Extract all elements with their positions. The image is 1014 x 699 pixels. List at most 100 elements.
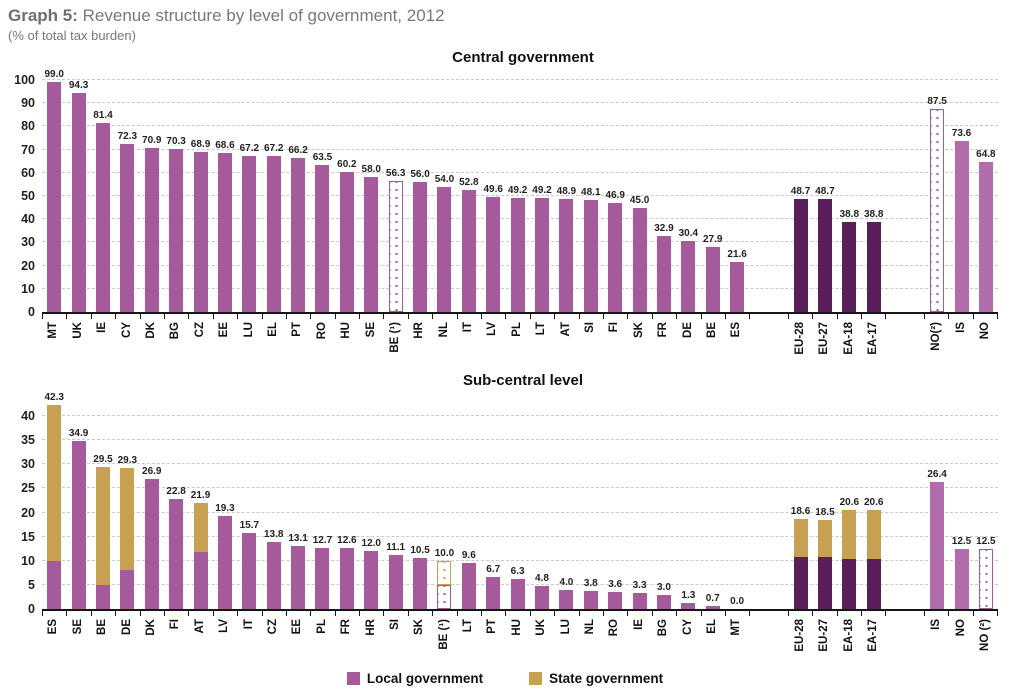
x-label-slot: EA-17 xyxy=(862,619,886,665)
local-segment xyxy=(978,548,993,609)
x-axis-label-LT: LT xyxy=(462,619,475,633)
gridline xyxy=(42,487,998,489)
bar-value-label: 38.8 xyxy=(863,208,884,220)
x-label-slot: EA-18 xyxy=(837,322,861,368)
axis-tick xyxy=(287,313,312,319)
graph-number-label: Graph 5: xyxy=(8,6,78,25)
bar-slot-UK: 4.8 xyxy=(530,416,554,609)
axis-ticks xyxy=(42,610,998,616)
bar-ES xyxy=(730,261,745,312)
bar-slot-LV: 49.6 xyxy=(481,80,505,312)
x-label-slot: FI xyxy=(164,619,188,665)
bar-value-label: 99.0 xyxy=(44,69,64,81)
y-axis-tick-label: 5 xyxy=(28,577,35,592)
bar-value-label: 87.5 xyxy=(927,96,947,107)
state-segment xyxy=(437,560,452,586)
bar-slot-FI: 22.8 xyxy=(164,416,188,609)
y-axis-tick-label: 15 xyxy=(21,529,35,544)
x-axis-label-EA-17: EA-17 xyxy=(866,322,879,355)
bar-value-label: 46.9 xyxy=(605,190,625,202)
bar-value-label: 26.9 xyxy=(142,466,162,478)
axis-tick xyxy=(789,610,814,616)
y-axis-tick-label: 30 xyxy=(21,235,35,250)
x-axis-label-LT: LT xyxy=(535,322,548,336)
x-axis-label-NO: NO xyxy=(979,322,992,340)
bar-LU xyxy=(559,589,574,609)
gridline xyxy=(42,79,998,80)
local-segment xyxy=(437,585,452,609)
bar-slot-LU: 67.2 xyxy=(237,80,261,312)
axis-tick xyxy=(925,610,950,616)
bar-NO xyxy=(978,161,993,312)
bar-ES xyxy=(47,404,62,609)
local-segment xyxy=(217,515,232,609)
bar-value-label: 67.2 xyxy=(263,143,284,155)
x-axis-label-NO(²): NO(²) xyxy=(930,322,943,351)
y-axis-tick-label: 20 xyxy=(21,505,35,520)
x-axis-label-HR: HR xyxy=(413,322,426,339)
x-axis-labels: ES SE BE DE DK FI AT LV IT CZ EE PL FR HR SI SK BE (¹) LT… xyxy=(42,619,998,665)
x-axis-label-EL: EL xyxy=(266,322,279,337)
bar-slot-DK: 26.9 xyxy=(140,416,164,609)
x-label-slot: CY xyxy=(115,322,139,368)
bar-IS xyxy=(954,141,969,312)
state-segment xyxy=(842,509,857,559)
x-axis-label-UK: UK xyxy=(535,619,548,636)
local-segment xyxy=(486,576,501,609)
x-axis-label-IS: IS xyxy=(954,322,967,333)
bar-slot-EA-18: 38.8 xyxy=(837,80,861,312)
x-axis-label-SK: SK xyxy=(632,322,645,338)
axis-tick xyxy=(628,313,653,319)
x-axis-label-IE: IE xyxy=(96,322,109,333)
bar-value-label: 21.9 xyxy=(190,490,211,502)
bar-IS xyxy=(930,481,945,609)
bar-BG xyxy=(169,148,184,312)
bar-value-label: 18.5 xyxy=(815,506,835,518)
axis-tick xyxy=(287,610,312,616)
bar-value-label: 70.3 xyxy=(166,135,186,147)
bar-value-label: 20.6 xyxy=(863,496,884,508)
gridline xyxy=(42,463,998,465)
x-label-slot: EU-28 xyxy=(788,322,812,368)
bar-EU-28 xyxy=(793,199,808,312)
x-axis-label-CZ: CZ xyxy=(266,619,279,635)
bar-slot-CZ: 13.8 xyxy=(262,416,286,609)
bar-slot-DE: 29.3 xyxy=(115,416,139,609)
bar-PL xyxy=(510,197,525,312)
x-axis-labels: MT UK IE CY DK BG CZ EE LU EL PT RO HU SE BE (¹) HR NL IT… xyxy=(42,322,998,368)
gridline xyxy=(42,511,998,513)
axis-tick xyxy=(214,610,239,616)
axis-tick xyxy=(458,610,483,616)
x-axis-label-AT: AT xyxy=(193,619,206,634)
x-axis-label-MT: MT xyxy=(730,619,743,636)
bar-slot-EA-17: 20.6 xyxy=(862,416,886,609)
bar-UK xyxy=(71,93,86,312)
bar-NO xyxy=(954,548,969,609)
x-axis-label-LU: LU xyxy=(242,322,255,338)
bar-value-label: 48.7 xyxy=(790,186,811,198)
x-axis-label-PT: PT xyxy=(291,322,304,337)
x-label-slot: ES xyxy=(42,619,66,665)
plot-column: 42.3 34.9 29.5 29.3 26.9 22.8 21.9 19.3 15.7 13.8… xyxy=(42,389,1002,665)
bar-value-label: 48.9 xyxy=(556,185,577,197)
bar-slot-SE: 34.9 xyxy=(66,416,90,609)
x-label-slot: RO xyxy=(603,619,627,665)
y-axis-tick-label: 10 xyxy=(21,281,35,296)
axis-tick xyxy=(555,313,580,319)
legend-label-state: State government xyxy=(549,671,664,686)
bar-MT xyxy=(47,82,62,312)
gridline xyxy=(42,171,998,173)
axis-tick xyxy=(116,610,141,616)
axis-tick xyxy=(628,610,653,616)
y-axis-tick-label: 20 xyxy=(21,258,35,273)
bar-value-label: 12.0 xyxy=(361,538,381,550)
gridline xyxy=(42,535,998,537)
bar-slot-SE: 58.0 xyxy=(359,80,383,312)
bar-value-label: 21.6 xyxy=(727,248,747,260)
axis-tick xyxy=(92,313,117,319)
axis-tick xyxy=(862,610,887,616)
y-axis-tick-label: 0 xyxy=(28,602,35,616)
local-segment xyxy=(705,605,720,609)
axis-tick xyxy=(726,313,751,319)
bar-value-label: 3.0 xyxy=(657,581,671,593)
